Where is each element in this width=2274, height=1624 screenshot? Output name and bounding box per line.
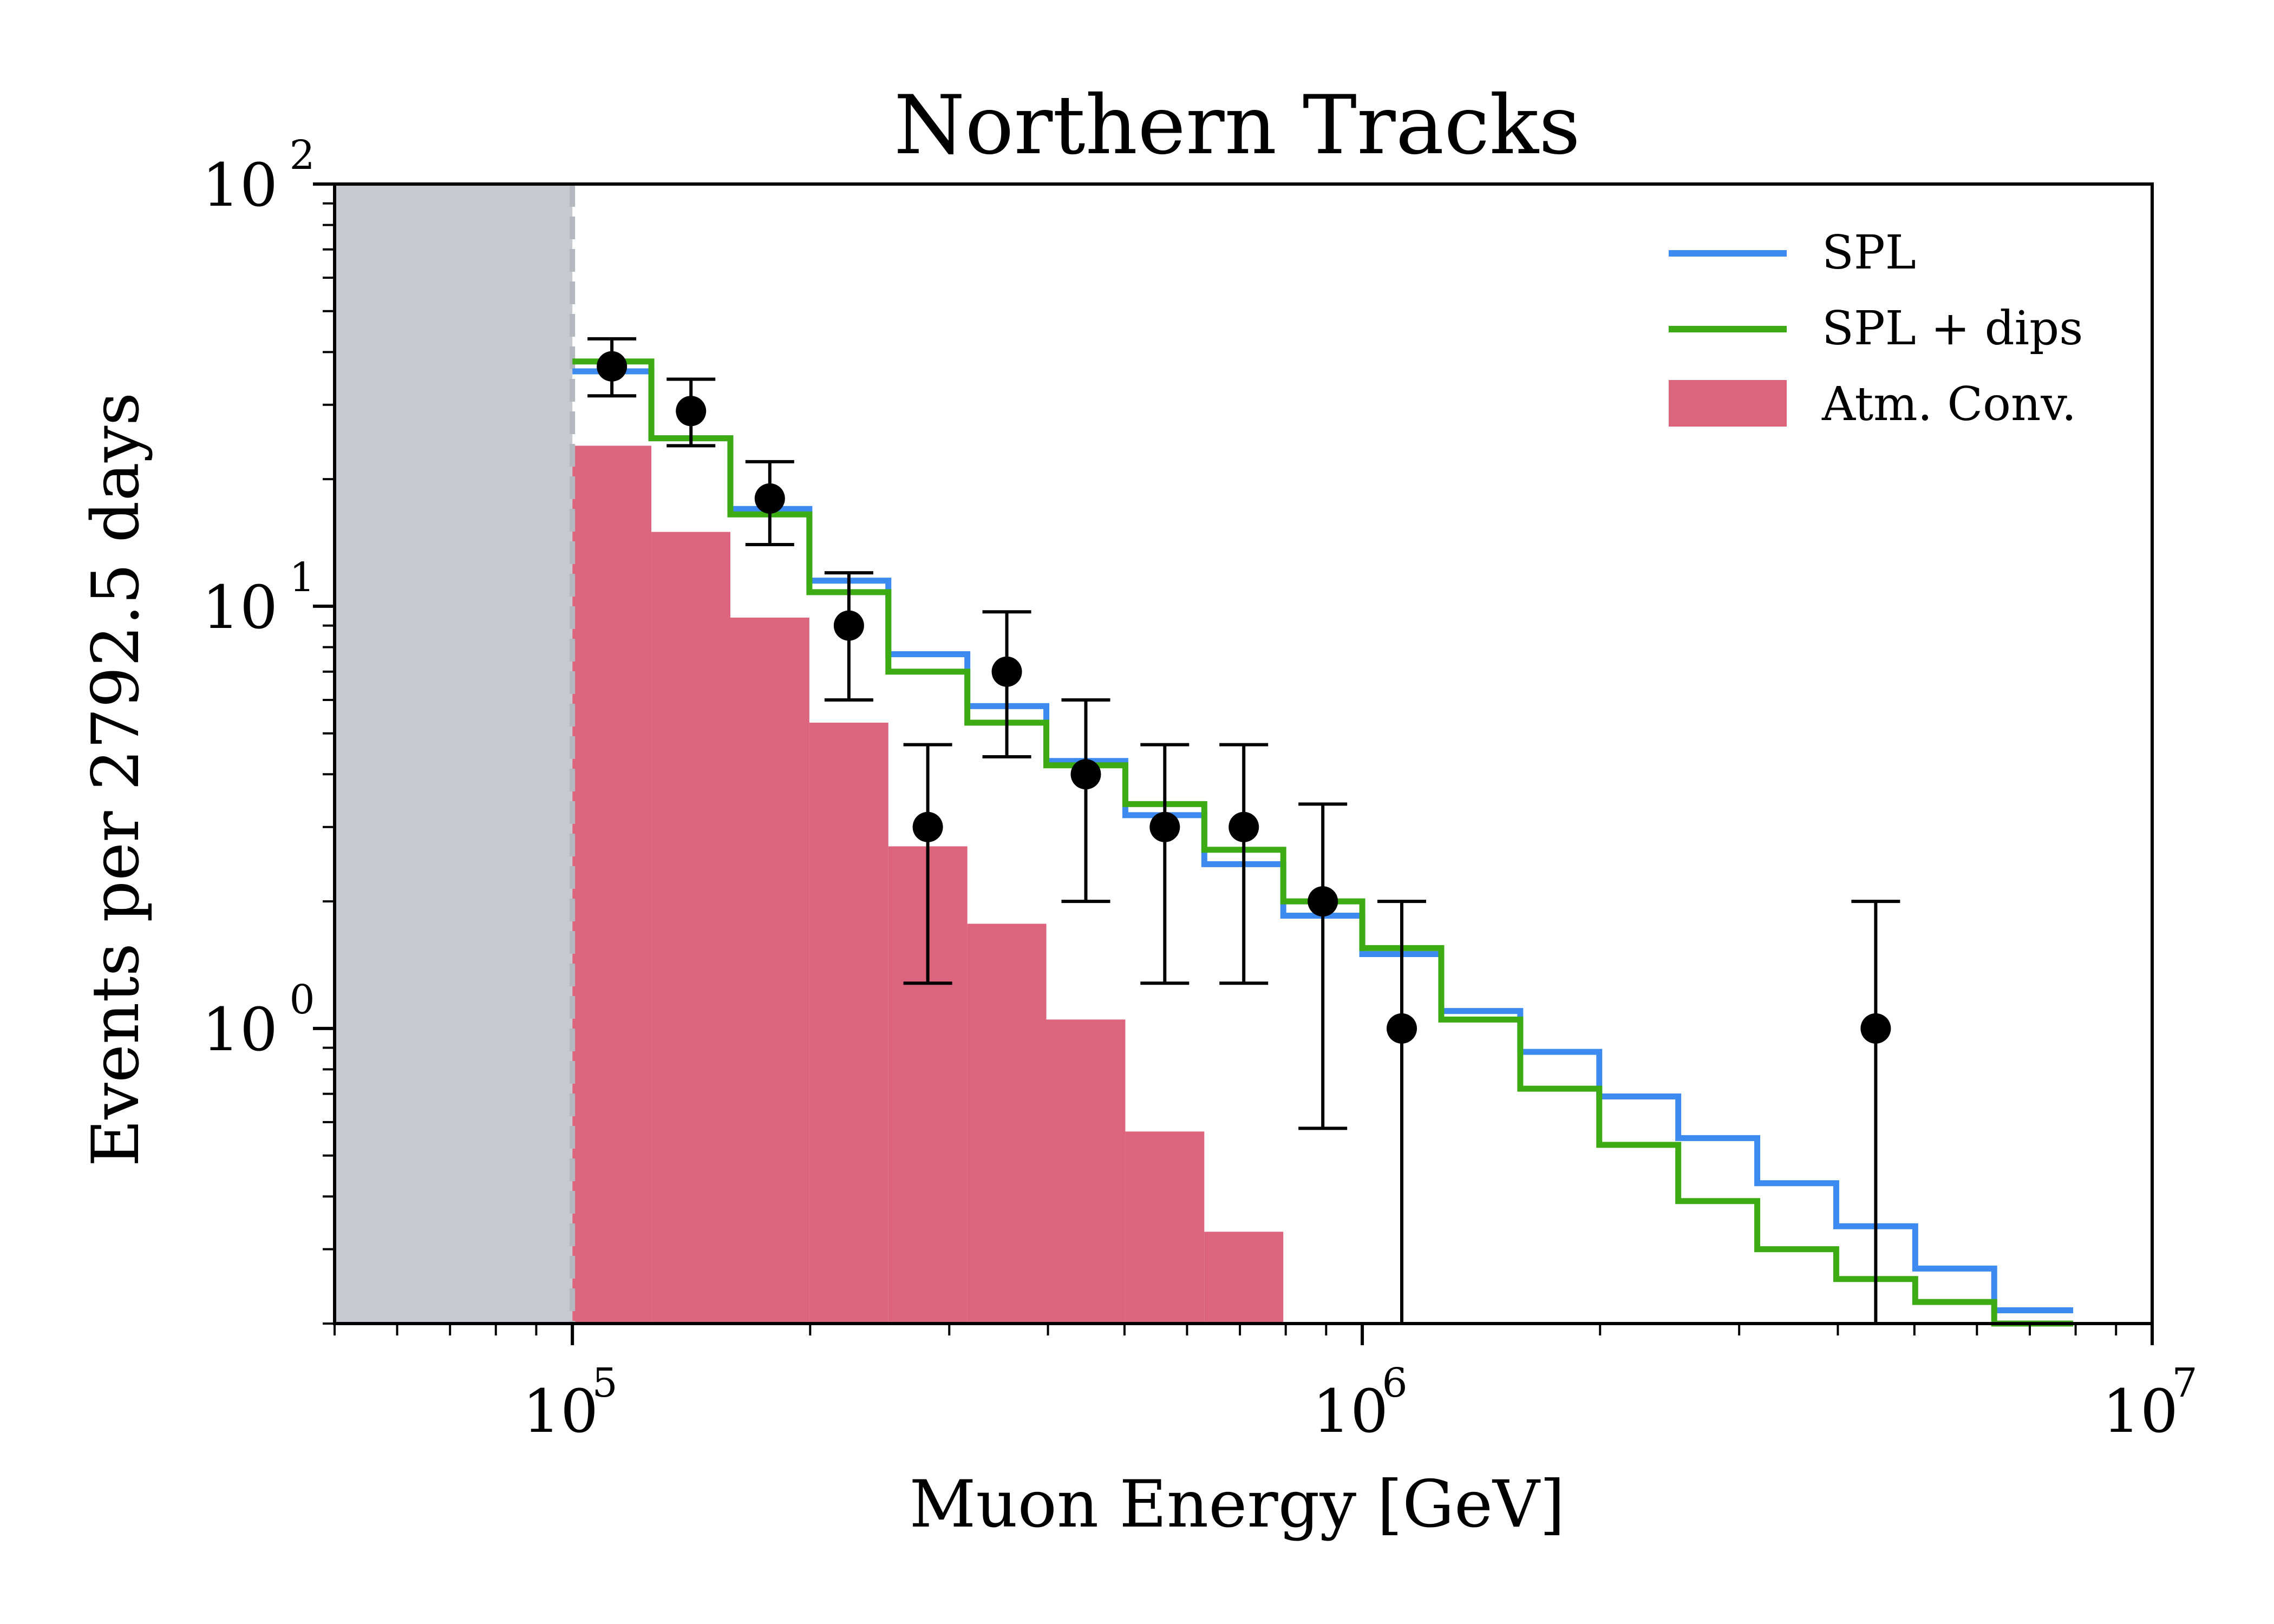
atm-conv-bar-7 [1125,1131,1205,1324]
x-tick-label-0: 10 [522,1377,598,1446]
atm-conv-bar-1 [651,532,730,1324]
data-point-8 [1229,811,1259,842]
legend: SPL SPL + dips Atm. Conv. [1669,226,2083,431]
data-point-5 [991,656,1022,687]
data-point-9 [1308,886,1338,917]
atm-conv-bar-3 [809,722,888,1324]
atm-conv-bar-0 [572,446,652,1324]
atm-conv-bar-8 [1204,1232,1284,1324]
data-point-7 [1149,811,1180,842]
x-tick-label-2: 10 [2102,1377,2178,1446]
data-point-6 [1070,759,1101,790]
data-point-4 [912,811,943,842]
y-tick-label-2: 10 [202,150,278,220]
legend-label-spl: SPL [1822,226,1916,280]
data-point-3 [833,610,864,641]
x-tick-exp-1: 6 [1382,1360,1408,1406]
legend-label-spl-dips: SPL + dips [1822,302,2083,356]
atm-conv-bar-6 [1046,1019,1126,1324]
data-point-0 [597,351,628,382]
legend-swatch-atm-conv [1669,380,1787,427]
data-point-11 [1860,1013,1891,1044]
data-point-10 [1387,1013,1417,1044]
y-tick-label-0: 10 [202,995,278,1064]
atm-conv-bar-5 [967,924,1047,1324]
y-tick-exp-1: 1 [289,554,315,601]
y-tick-exp-0: 0 [289,977,315,1023]
legend-label-atm-conv: Atm. Conv. [1821,377,2076,431]
x-tick-exp-0: 5 [592,1360,618,1406]
excluded-region [335,184,573,1324]
y-tick-label-1: 10 [202,573,278,642]
y-tick-exp-2: 2 [289,132,315,179]
plot-frame [333,182,2154,1325]
x-tick-exp-2: 7 [2172,1360,2197,1406]
y-axis-label: Events per 2792.5 days [79,392,154,1167]
x-tick-label-1: 10 [1312,1377,1388,1446]
x-axis-label: Muon Energy [GeV] [909,1467,1565,1542]
chart-title: Northern Tracks [894,78,1580,173]
data-point-1 [676,396,707,427]
atm-conv-bar-2 [730,617,809,1324]
data-point-2 [754,483,785,514]
